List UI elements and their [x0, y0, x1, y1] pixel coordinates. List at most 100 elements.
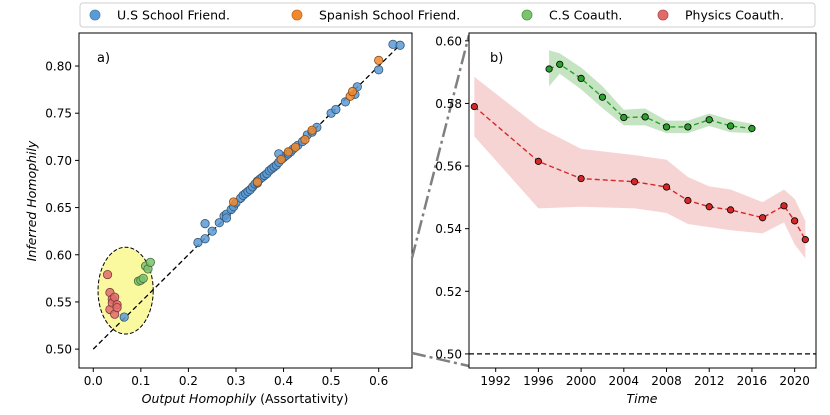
scatter-point-u-s-school-friend — [200, 234, 210, 244]
y-tick-label: 0.60 — [45, 248, 72, 262]
legend-marker-us — [89, 9, 101, 21]
panel-a-y-ticks: 0.50 0.55 0.60 0.65 0.70 0.75 0.80 — [45, 60, 79, 357]
x-tick-label: 0.6 — [369, 374, 388, 388]
series-point-c-s-coauth — [620, 113, 628, 122]
series-point-c-s-coauth — [684, 123, 692, 131]
series-point-physics-coauth — [726, 206, 735, 214]
scatter-point-c-s-coauth — [145, 257, 155, 267]
x-tick-label: 0.1 — [131, 374, 150, 388]
y-tick-label: 0.58 — [435, 97, 462, 111]
series-point-physics-coauth — [791, 217, 799, 225]
x-tick-label: 0.3 — [226, 374, 245, 388]
legend: U.S School Friend. Spanish School Friend… — [79, 2, 816, 28]
y-tick-label: 0.52 — [435, 285, 462, 299]
y-tick-label: 0.50 — [435, 347, 462, 361]
zoom-connectors — [410, 34, 471, 368]
series-point-physics-coauth — [470, 102, 478, 111]
y-tick-label: 0.80 — [45, 60, 72, 74]
x-tick-label: 2008 — [651, 374, 682, 388]
series-point-c-s-coauth — [662, 123, 671, 131]
panel-a: 0.0 0.1 0.2 0.3 0.4 0.5 0.6 0.500.550.600.650.… — [24, 32, 413, 406]
scatter-point-spanish-school-friend — [347, 86, 358, 97]
legend-label-us: U.S School Friend. — [117, 8, 230, 23]
series-point-c-s-coauth — [705, 116, 713, 124]
y-tick-label: 0.75 — [45, 107, 72, 121]
series-point-c-s-coauth — [556, 60, 564, 68]
legend-label-physics: Physics Coauth. — [685, 8, 784, 23]
series-point-c-s-coauth — [598, 93, 607, 101]
scatter-point-spanish-school-friend — [229, 197, 239, 207]
legend-frame — [79, 2, 816, 28]
x-tick-label: 1992 — [480, 374, 511, 388]
scatter-point-spanish-school-friend — [374, 55, 384, 65]
series-point-c-s-coauth — [577, 74, 585, 82]
x-tick-label: 0.5 — [322, 374, 341, 388]
scatter-point-u-s-school-friend — [395, 40, 405, 50]
scatter-point-u-s-school-friend — [207, 226, 217, 236]
x-tick-label: 2016 — [737, 374, 768, 388]
y-tick-label: 0.60 — [435, 34, 462, 48]
x-tick-label: 0.4 — [274, 374, 293, 388]
scatter-point-u-s-school-friend — [374, 65, 384, 75]
y-tick-label: 0.70 — [45, 154, 72, 168]
legend-marker-physics — [657, 9, 669, 21]
y-tick-label: 0.50 — [45, 343, 72, 357]
scatter-point-physics-coauth — [102, 269, 113, 280]
scatter-point-u-s-school-friend — [193, 237, 203, 248]
panel-b-x-ticks: 1992 1996 2000 2004 2008 2012 2016 2020 — [480, 368, 810, 388]
y-tick-label: 0.55 — [45, 295, 72, 309]
panel-a-xlabel: Output Homophily (Assortativity) — [142, 391, 349, 406]
panel-a-points — [102, 39, 405, 322]
series-point-physics-coauth — [759, 214, 767, 222]
x-tick-label: 2000 — [566, 374, 597, 388]
x-tick-label: 0.2 — [179, 374, 198, 388]
scatter-point-spanish-school-friend — [300, 135, 310, 145]
scatter-point-spanish-school-friend — [252, 177, 262, 187]
legend-label-spanish: Spanish School Friend. — [319, 8, 460, 23]
scatter-point-u-s-school-friend — [119, 312, 129, 322]
legend-marker-spanish — [291, 9, 303, 21]
panel-b-xlabel: Time — [627, 391, 658, 406]
panel-a-x-ticks: 0.0 0.1 0.2 0.3 0.4 0.5 0.6 — [84, 368, 388, 388]
x-tick-label: 0.0 — [84, 374, 103, 388]
scatter-point-u-s-school-friend — [331, 104, 341, 115]
panel-a-label: a) — [97, 51, 110, 66]
confidence-band-physics-coauth — [474, 76, 806, 259]
zoom-connector-bottom — [411, 351, 470, 368]
series-point-physics-coauth — [534, 157, 543, 165]
scatter-point-physics-coauth — [112, 303, 122, 313]
y-tick-label: 0.56 — [435, 160, 462, 174]
panel-a-ylabel: Inferred Homophily — [24, 140, 39, 261]
x-tick-label: 2020 — [779, 374, 810, 388]
series-point-c-s-coauth — [726, 122, 735, 130]
series-point-physics-coauth — [630, 178, 639, 186]
zoom-connector-top — [410, 34, 471, 259]
legend-marker-cs — [521, 9, 533, 21]
legend-label-cs: C.S Coauth. — [549, 8, 622, 23]
panel-b-label: b) — [490, 51, 503, 66]
scatter-point-c-s-coauth — [138, 273, 148, 283]
series-point-physics-coauth — [577, 174, 585, 183]
series-point-physics-coauth — [801, 236, 809, 244]
x-tick-label: 1996 — [523, 374, 554, 388]
series-point-c-s-coauth — [641, 113, 649, 121]
x-tick-label: 2012 — [694, 374, 725, 388]
x-tick-label: 2004 — [609, 374, 640, 388]
series-point-physics-coauth — [705, 203, 713, 211]
series-point-c-s-coauth — [545, 65, 553, 73]
scatter-point-u-s-school-friend — [221, 213, 232, 223]
scatter-point-spanish-school-friend — [283, 147, 293, 157]
panel-b-y-ticks: 0.50 0.52 0.54 0.56 0.58 0.60 — [435, 34, 469, 361]
series-point-c-s-coauth — [748, 124, 756, 133]
scatter-point-u-s-school-friend — [200, 219, 210, 229]
series-point-physics-coauth — [780, 202, 788, 210]
scatter-point-spanish-school-friend — [290, 142, 301, 152]
scatter-point-u-s-school-friend — [214, 218, 224, 228]
series-point-physics-coauth — [662, 183, 671, 191]
panel-b: 1992 1996 2000 2004 2008 2012 2016 2020 0.500.5… — [435, 32, 817, 406]
y-tick-label: 0.65 — [45, 201, 72, 215]
scatter-point-physics-coauth — [110, 292, 120, 302]
scatter-point-spanish-school-friend — [276, 154, 286, 165]
y-tick-label: 0.54 — [435, 222, 462, 236]
